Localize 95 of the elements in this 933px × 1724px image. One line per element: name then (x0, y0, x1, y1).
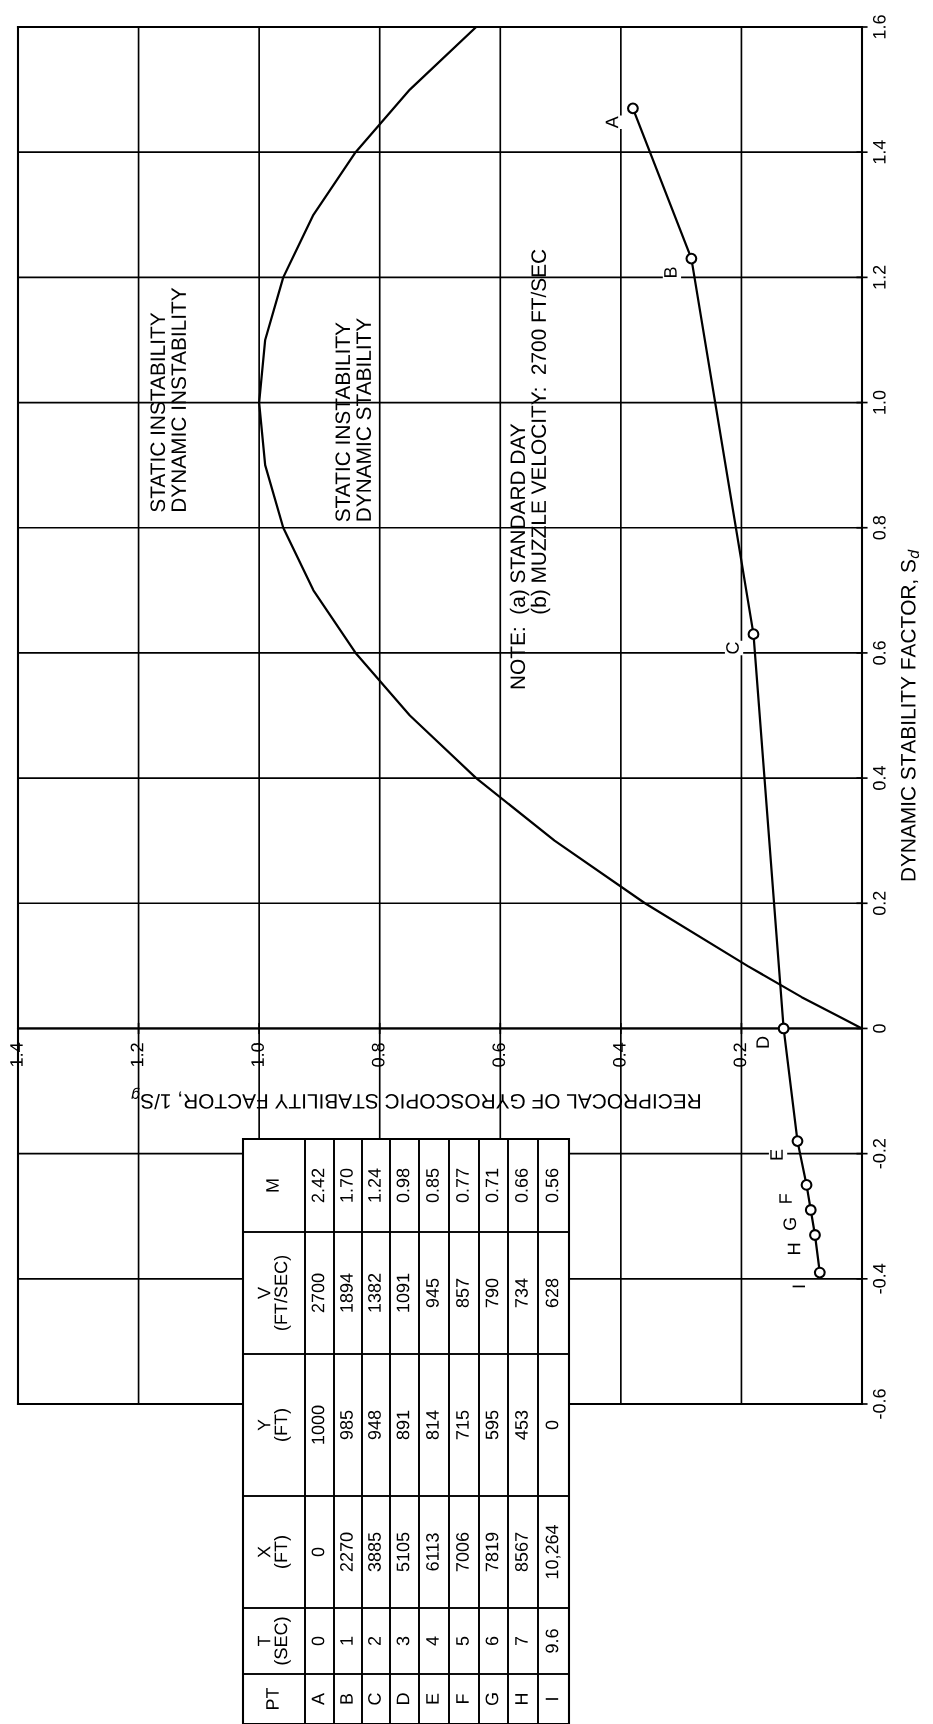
text: 3 (396, 1636, 410, 1646)
text: 7006 (456, 1532, 469, 1572)
y-tick-label: 0.8 (872, 515, 886, 540)
annotation: 0.98 (396, 1168, 410, 1203)
annotation: 1894 (340, 1273, 353, 1312)
annotation: M (266, 1179, 279, 1192)
annotation: E (770, 1149, 783, 1160)
annotation: 734 (515, 1278, 528, 1308)
point (800, 1179, 813, 1191)
annotation: 0.85 (426, 1168, 439, 1203)
annotation: 857 (456, 1278, 469, 1308)
text: 0 (311, 1636, 325, 1646)
text: 948 (368, 1410, 381, 1440)
text: H (515, 1693, 528, 1705)
text: 5 (456, 1636, 469, 1646)
text: 0 (545, 1420, 559, 1430)
annotation: 0.66 (515, 1168, 528, 1203)
point (791, 1135, 804, 1148)
annotation: I (792, 1285, 806, 1288)
annotation: 1.24 (368, 1168, 381, 1202)
text: 1 (340, 1636, 353, 1645)
text: 0 (311, 1547, 325, 1557)
y-tick-label: 1.2 (872, 265, 886, 289)
y-tick-label: -0.2 (872, 1138, 886, 1169)
text: 5105 (396, 1532, 410, 1572)
text: E (426, 1693, 439, 1704)
text: 1000 (311, 1405, 325, 1444)
text: C (368, 1693, 381, 1705)
text: 891 (396, 1410, 410, 1440)
annotation: 1382 (368, 1273, 381, 1312)
y-tick-label: -0.4 (872, 1263, 886, 1294)
point (685, 252, 698, 265)
y-tick-label: 0.4 (872, 766, 886, 790)
y-axis-title: DYNAMIC STABILITY FACTOR, S$_{d}$ (900, 549, 920, 881)
annotation: B (664, 267, 677, 278)
text: X (FT) (257, 1536, 291, 1568)
annotation: 0.71 (485, 1168, 499, 1203)
text: F (456, 1694, 469, 1704)
annotation: A (605, 116, 619, 129)
text: G (485, 1693, 499, 1706)
annotation: 2700 (311, 1273, 325, 1313)
text: 985 (340, 1410, 353, 1440)
y-tick-label: 0 (872, 1024, 886, 1033)
text: 7819 (485, 1532, 499, 1572)
point (777, 1022, 790, 1035)
annotation: 0.77 (456, 1168, 469, 1203)
text: 3885 (368, 1532, 381, 1572)
text: 595 (485, 1410, 499, 1440)
text: I (545, 1698, 559, 1700)
text: Y (FT) (257, 1409, 291, 1441)
text: 8567 (515, 1532, 528, 1572)
text: B (340, 1693, 353, 1704)
x-tick-label: 0.4 (612, 1042, 626, 1067)
point (813, 1266, 826, 1279)
x-tick-label: 1.0 (251, 1043, 264, 1067)
annotation: 1.70 (340, 1168, 353, 1202)
annotation: 790 (485, 1278, 499, 1308)
text: A (311, 1693, 325, 1705)
annotation: 1091 (396, 1273, 410, 1312)
annotation: 2.42 (311, 1168, 325, 1203)
text: 10,264 (545, 1524, 561, 1579)
text: 2270 (340, 1532, 353, 1572)
text: D (396, 1693, 410, 1705)
text: 4 (426, 1636, 439, 1646)
y-tick-label: 1.6 (872, 15, 886, 39)
y-tick-label: 0.6 (872, 641, 886, 665)
text: 9.6 (545, 1629, 559, 1653)
annotation: STATIC INSTABILITY DYNAMIC STABILITY (335, 318, 372, 522)
point (627, 102, 639, 115)
annotation: F (779, 1194, 792, 1203)
text: 6 (485, 1636, 499, 1646)
text: 6113 (426, 1533, 439, 1571)
text: 453 (515, 1410, 528, 1440)
annotation: H (787, 1243, 801, 1254)
annotation: STATIC INSTABILITY DYNAMIC INSTABILITY (150, 287, 187, 512)
y-tick-label: 1.4 (873, 140, 886, 164)
text: 715 (456, 1410, 469, 1440)
text: T (SEC) (257, 1617, 291, 1665)
text: PT (266, 1687, 279, 1710)
point (747, 628, 760, 641)
annotation: 945 (426, 1278, 439, 1308)
y-tick-label: -0.6 (872, 1389, 886, 1419)
text: 814 (426, 1410, 439, 1440)
text: 7 (515, 1636, 528, 1646)
annotation: G (783, 1218, 797, 1230)
y-tick-label: 0.2 (872, 891, 886, 916)
annotation: D (756, 1036, 769, 1048)
annotation: C (726, 642, 739, 654)
text: 2 (368, 1636, 381, 1646)
point (804, 1204, 817, 1216)
point (809, 1229, 821, 1241)
annotation: V (FT/SEC) (257, 1256, 291, 1330)
annotation: 0.56 (545, 1168, 559, 1203)
y-tick-label: 1.0 (872, 390, 886, 414)
annotation: 628 (545, 1278, 559, 1308)
